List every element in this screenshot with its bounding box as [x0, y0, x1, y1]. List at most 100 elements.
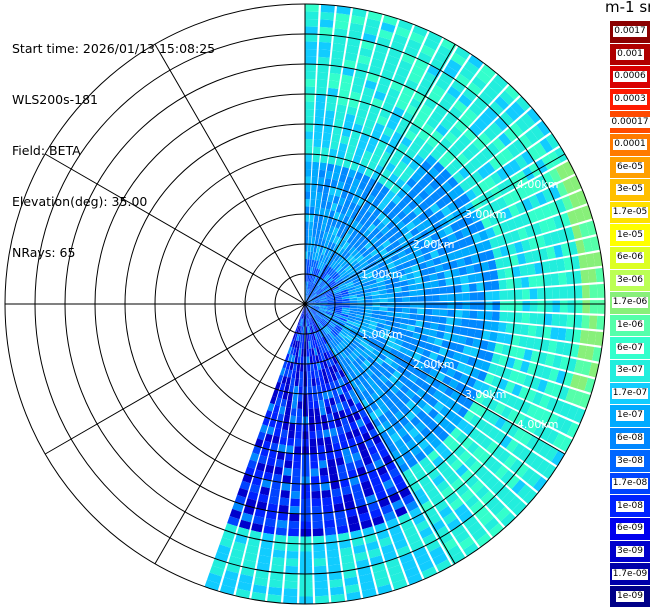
ray-gate — [345, 208, 354, 218]
ray-gate — [337, 464, 347, 474]
ray-gate — [310, 453, 318, 462]
ray-gate — [492, 445, 505, 460]
ray-gate — [345, 334, 354, 342]
ray-gate — [351, 7, 367, 18]
ray-gate — [340, 206, 349, 216]
ray-gate — [333, 313, 341, 318]
ray-gate — [320, 345, 326, 354]
ray-gate — [422, 444, 435, 456]
colorbar-level-label: 0.0003 — [613, 94, 647, 106]
ray-gate — [451, 414, 463, 427]
ray-gate — [275, 420, 283, 430]
colorbar-level-label: 1e-08 — [616, 500, 644, 512]
ray-gate — [338, 409, 347, 419]
ray-gate — [486, 441, 499, 455]
ray-gate — [300, 333, 303, 342]
colorbar-level: 1.7e-05 — [610, 201, 650, 225]
ray-gate — [399, 323, 408, 330]
ray-gate — [526, 404, 539, 418]
ray-gate — [312, 161, 320, 170]
ray-gate — [342, 241, 350, 250]
ray-gate — [257, 431, 266, 441]
ray-gate — [471, 527, 487, 542]
ray-gate — [335, 157, 344, 167]
ray-gate — [286, 550, 299, 559]
ray-gate — [387, 302, 395, 307]
ray-gate — [449, 359, 460, 370]
ray-gate — [411, 171, 422, 183]
ray-gate — [474, 117, 488, 132]
ray-gate — [447, 176, 459, 189]
ray-gate — [518, 336, 528, 348]
ray-gate — [515, 96, 531, 112]
ray-gate — [413, 249, 423, 258]
ray-gate — [401, 85, 415, 98]
ray-gate — [341, 309, 350, 313]
ray-gate — [301, 311, 304, 319]
ray-gate — [397, 512, 411, 525]
ray-gate — [396, 365, 406, 375]
ray-gate — [395, 264, 404, 272]
ray-gate — [307, 289, 311, 298]
ray-gate — [354, 551, 368, 562]
ray-gate — [328, 420, 336, 430]
ray-gate — [291, 476, 301, 484]
ray-gate — [266, 457, 276, 467]
ray-gate — [420, 426, 432, 438]
ray-gate — [377, 319, 386, 325]
ray-gate — [356, 290, 365, 295]
ray-gate — [593, 251, 603, 267]
ray-gate — [541, 154, 555, 170]
ray-gate — [275, 397, 282, 406]
ray-gate — [362, 415, 371, 425]
ray-gate — [314, 268, 319, 277]
ray-gate — [429, 249, 440, 259]
ray-gate — [382, 274, 392, 281]
ray-gate — [331, 317, 339, 323]
ray-gate — [442, 357, 453, 367]
ray-gate — [476, 70, 492, 85]
ray-gate — [330, 593, 346, 603]
ray-gate — [351, 220, 359, 229]
ray-gate — [504, 84, 520, 100]
ray-gate — [333, 346, 340, 355]
ray-gate — [345, 175, 354, 186]
ray-gate — [327, 194, 335, 203]
range-label: 1.00km — [361, 328, 403, 341]
ray-gate — [487, 399, 499, 412]
azimuth-spoke — [304, 153, 566, 305]
ray-gate — [429, 546, 445, 559]
ray-gate — [318, 280, 325, 287]
ray-gate — [386, 190, 396, 200]
ray-gate — [375, 441, 386, 452]
ray-gate — [375, 397, 385, 408]
ray-gate — [347, 332, 356, 340]
ray-gate — [318, 215, 324, 224]
ray-gate — [349, 371, 358, 380]
ray-gate — [335, 111, 346, 121]
ray-gate — [463, 410, 475, 423]
ray-gate — [538, 220, 550, 234]
ray-gate — [339, 239, 347, 248]
colorbar-level: 1.7e-08 — [610, 472, 650, 496]
ray-gate — [315, 94, 326, 103]
ray-gate — [555, 164, 569, 180]
nrays-text: NRays: 65 — [12, 245, 76, 260]
ray-gate — [337, 532, 350, 542]
ray-gate — [319, 298, 328, 302]
ray-gate — [326, 549, 340, 559]
ray-gate — [355, 223, 363, 232]
ray-gate — [513, 427, 526, 442]
ray-gate — [491, 311, 500, 321]
ray-gate — [392, 33, 408, 46]
ray-gate — [515, 170, 529, 185]
ray-gate — [316, 430, 324, 439]
ray-gate — [305, 191, 311, 200]
ray-gate — [328, 281, 336, 287]
ray-gate — [285, 558, 299, 567]
ray-gate — [472, 379, 484, 391]
ray-gate — [362, 200, 372, 211]
ray-gate — [357, 140, 368, 151]
ray-gate — [506, 312, 515, 323]
ray-gate — [332, 327, 340, 335]
